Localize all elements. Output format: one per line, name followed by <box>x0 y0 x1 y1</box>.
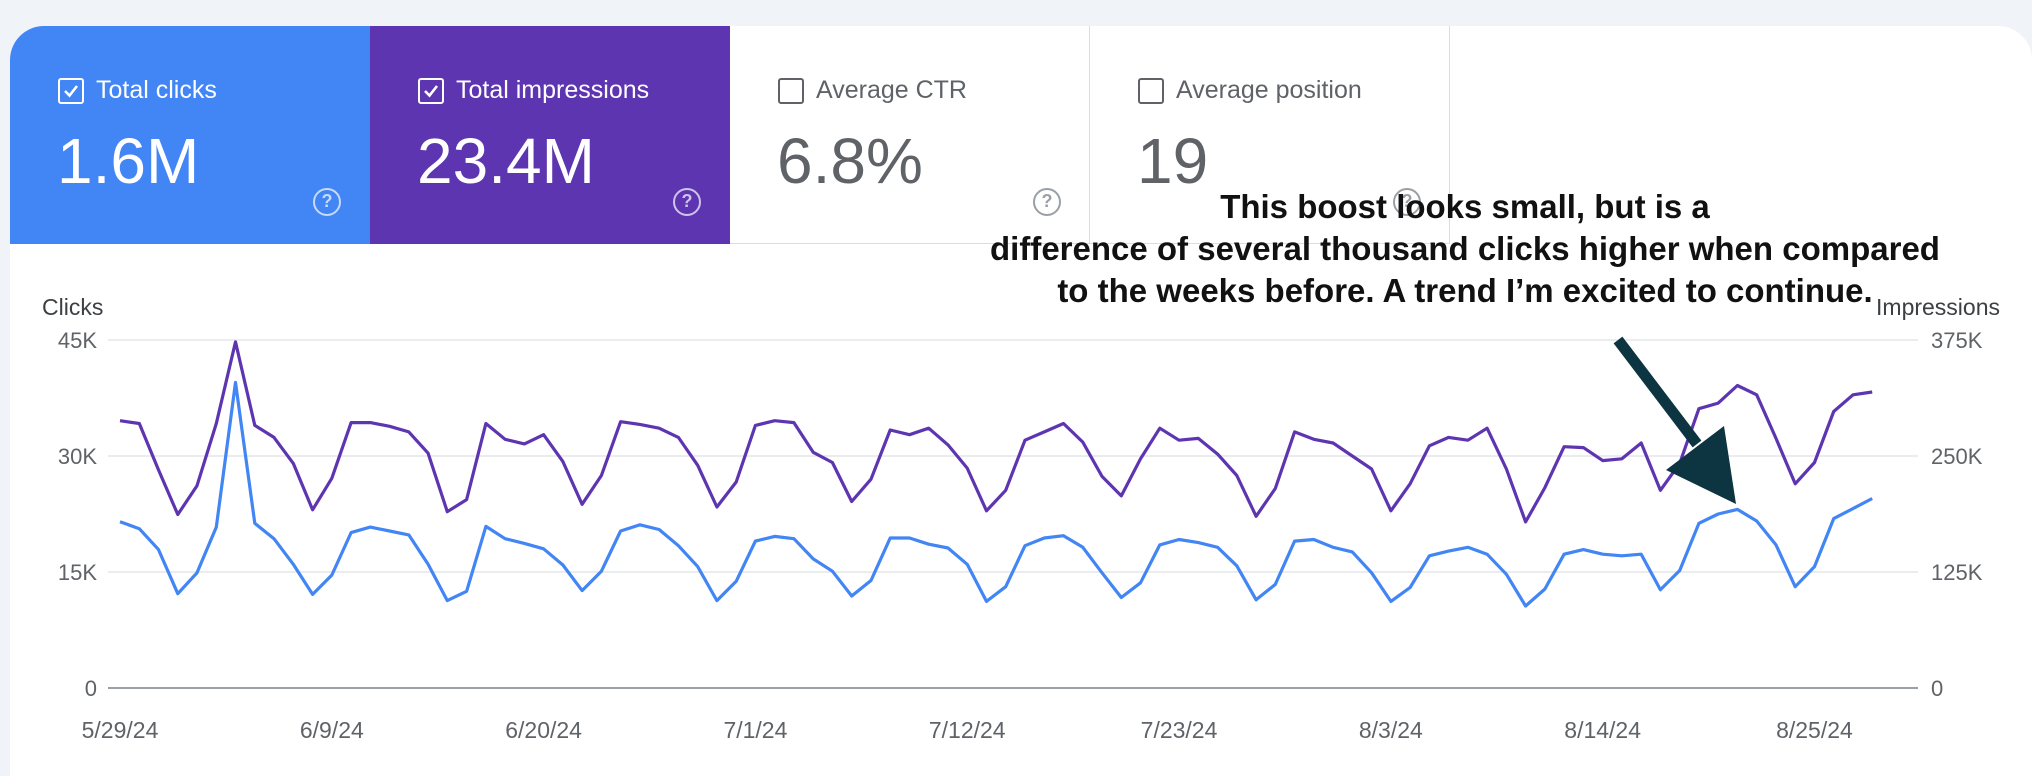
x-tick-label: 8/25/24 <box>1776 717 1853 743</box>
annotation-line: This boost looks small, but is a <box>1220 188 1710 225</box>
metric-card-average-ctr[interactable]: Average CTR 6.8% ? <box>730 26 1090 244</box>
x-tick-label: 6/20/24 <box>505 717 582 743</box>
y-tick-label-right: 375K <box>1931 328 1983 353</box>
metric-value: 6.8% <box>777 125 923 197</box>
metric-card-total-impressions[interactable]: Total impressions 23.4M ? <box>370 26 730 244</box>
checkbox-unchecked-icon[interactable] <box>1138 78 1164 104</box>
x-tick-label: 8/14/24 <box>1564 717 1641 743</box>
x-tick-label: 5/29/24 <box>82 717 159 743</box>
metric-label: Average position <box>1176 76 1362 104</box>
metric-label: Total clicks <box>96 76 217 104</box>
x-tick-label: 7/1/24 <box>723 717 787 743</box>
annotation-line: difference of several thousand clicks hi… <box>990 230 1940 267</box>
performance-card: Total clicks 1.6M ? Total impressions 23… <box>10 26 2032 776</box>
metric-value: 23.4M <box>417 125 595 197</box>
annotation-text: This boost looks small, but is a differe… <box>830 186 2032 312</box>
y-tick-label-right: 250K <box>1931 444 1983 469</box>
metric-label: Total impressions <box>456 76 650 104</box>
y-axis-label-left: Clicks <box>42 294 103 320</box>
help-icon[interactable]: ? <box>1033 188 1061 216</box>
y-tick-label-right: 0 <box>1931 676 1943 701</box>
performance-chart: Clicks Impressions 45K 375K 30K 250K 15K 125K… <box>42 294 2000 743</box>
y-tick-label-left: 15K <box>58 560 97 585</box>
y-tick-label-right: 125K <box>1931 560 1983 585</box>
y-tick-label-left: 0 <box>85 676 97 701</box>
metric-label: Average CTR <box>816 76 967 104</box>
series-line-total-impressions[interactable] <box>119 340 1873 524</box>
x-tick-label: 7/23/24 <box>1141 717 1218 743</box>
annotation-arrow-shaft <box>1613 336 1702 448</box>
metric-value: 19 <box>1137 125 1209 197</box>
checkbox-checked-icon[interactable] <box>58 78 84 104</box>
annotation-line: to the weeks before. A trend I’m excited… <box>1057 272 1873 309</box>
x-tick-label: 6/9/24 <box>300 717 364 743</box>
annotation-arrow-head <box>1666 426 1736 504</box>
help-icon[interactable]: ? <box>313 188 341 216</box>
help-icon[interactable]: ? <box>673 188 701 216</box>
series-line-total-clicks[interactable] <box>119 380 1873 608</box>
y-tick-label-left: 45K <box>58 328 97 353</box>
metric-value: 1.6M <box>57 125 200 197</box>
metric-card-total-clicks[interactable]: Total clicks 1.6M ? <box>10 26 370 244</box>
metric-card-average-position[interactable]: Average position 19 ? <box>1090 26 1450 244</box>
x-tick-label: 8/3/24 <box>1359 717 1423 743</box>
y-axis-label-right: Impressions <box>1876 294 2000 320</box>
y-tick-label-left: 30K <box>58 444 97 469</box>
x-tick-label: 7/12/24 <box>929 717 1006 743</box>
checkbox-unchecked-icon[interactable] <box>778 78 804 104</box>
checkbox-checked-icon[interactable] <box>418 78 444 104</box>
help-icon[interactable]: ? <box>1393 188 1421 216</box>
